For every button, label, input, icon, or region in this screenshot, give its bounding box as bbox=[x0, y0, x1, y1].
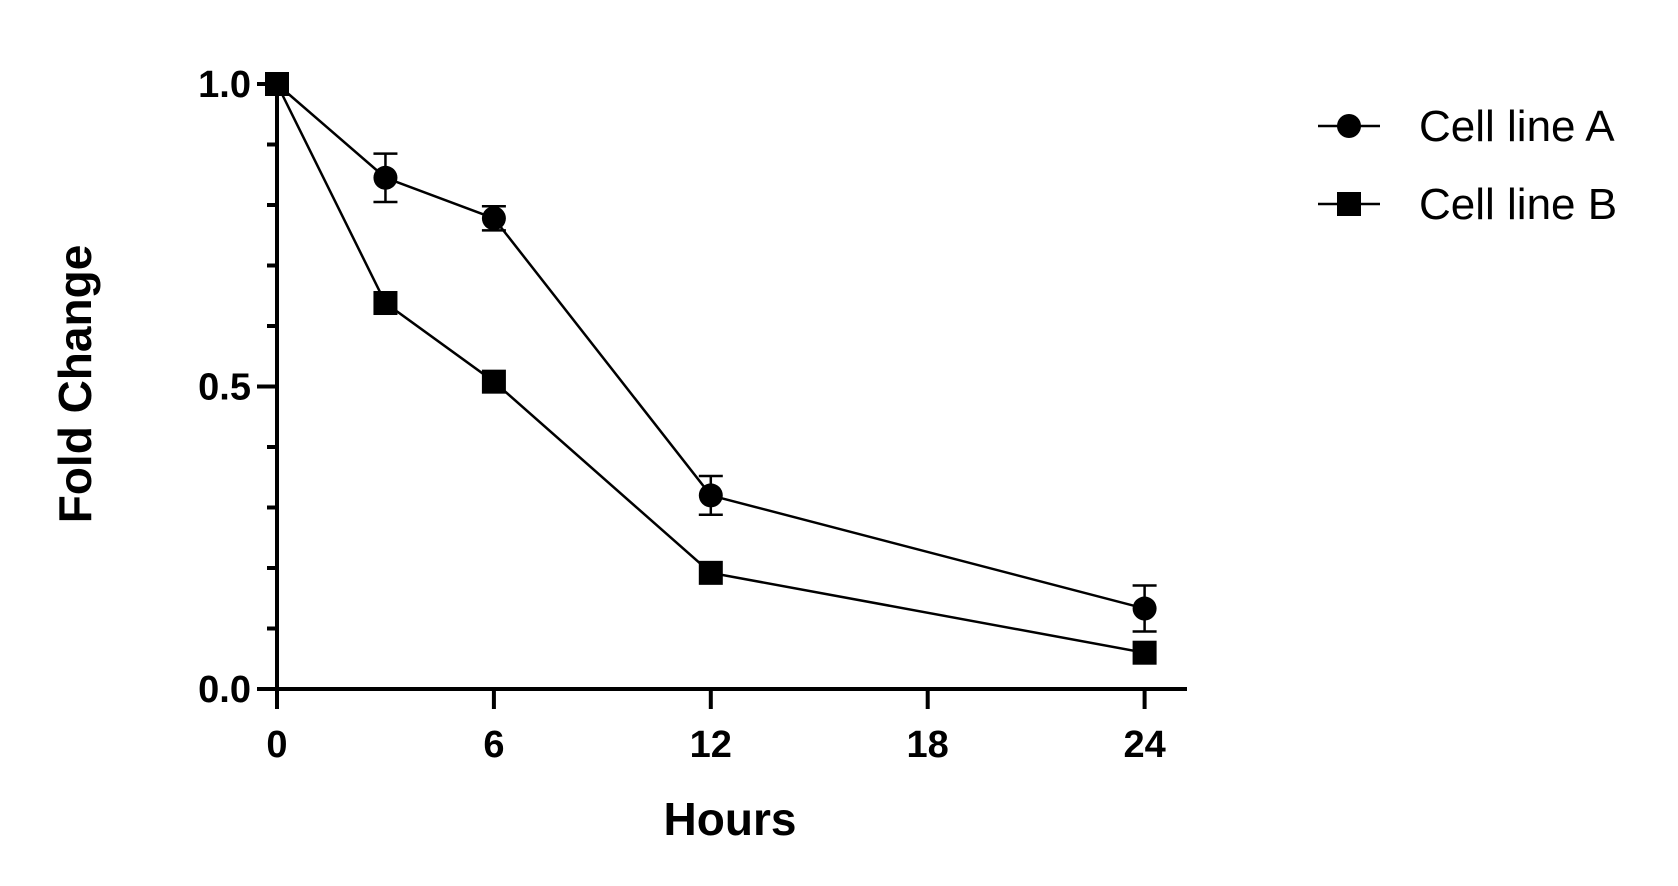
legend-square-icon bbox=[1337, 192, 1361, 216]
data-point-square bbox=[698, 560, 723, 585]
x-tick-label: 18 bbox=[907, 724, 949, 766]
y-axis-title: Fold Change bbox=[49, 245, 101, 524]
series-layer bbox=[265, 72, 1157, 665]
data-point-square bbox=[373, 291, 398, 316]
legend-label: Cell line B bbox=[1419, 180, 1617, 229]
y-tick-label: 0.0 bbox=[198, 669, 251, 711]
x-tick-label: 12 bbox=[690, 724, 732, 766]
data-point-circle bbox=[481, 206, 506, 231]
axes: 0.0 0.5 1.0 0 6 12 18 24 bbox=[198, 64, 1187, 766]
x-tick-label: 6 bbox=[483, 724, 504, 766]
series-line bbox=[276, 83, 1145, 610]
legend: Cell line A Cell line B bbox=[1318, 102, 1617, 229]
y-tick-label: 1.0 bbox=[198, 64, 251, 106]
legend-item: Cell line A bbox=[1318, 102, 1615, 151]
x-tick-label: 24 bbox=[1123, 724, 1165, 766]
series-1 bbox=[265, 72, 1157, 633]
data-point-circle bbox=[373, 165, 398, 190]
series-2 bbox=[265, 72, 1157, 665]
x-tick-label: 0 bbox=[266, 724, 287, 766]
data-point-square bbox=[1132, 640, 1157, 665]
x-axis-title: Hours bbox=[664, 793, 797, 845]
legend-label: Cell line A bbox=[1419, 102, 1615, 151]
data-point-square bbox=[265, 72, 289, 96]
legend-item: Cell line B bbox=[1318, 180, 1617, 229]
data-point-circle bbox=[698, 483, 723, 508]
legend-circle-icon bbox=[1337, 114, 1361, 138]
data-point-circle bbox=[1132, 596, 1157, 621]
y-tick-label: 0.5 bbox=[198, 367, 251, 409]
data-point-square bbox=[481, 369, 506, 394]
